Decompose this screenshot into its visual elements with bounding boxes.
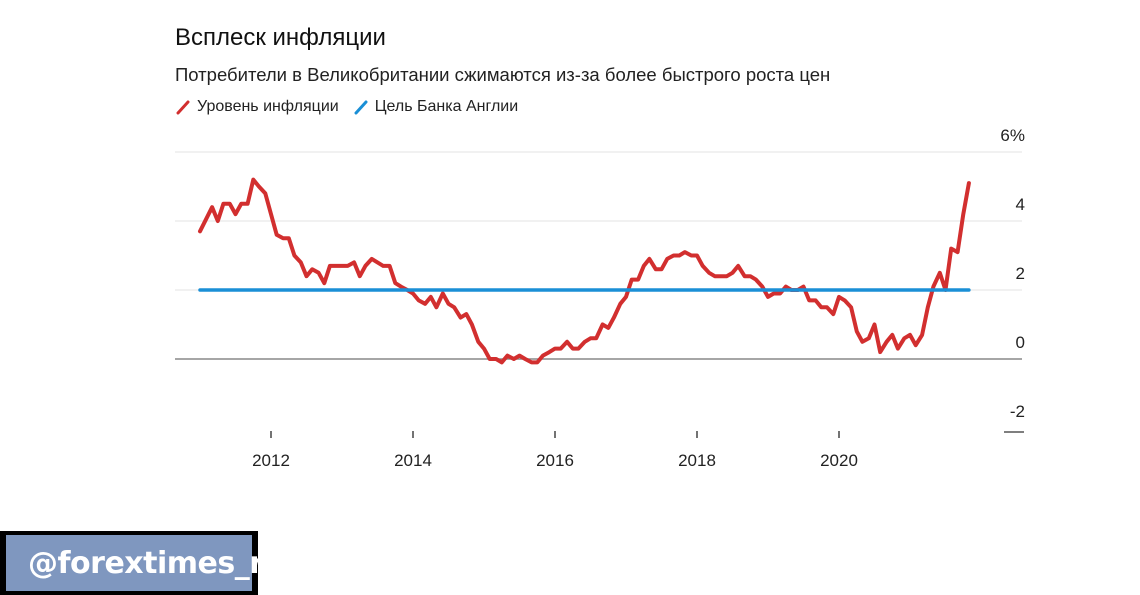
xtick-label: 2018: [678, 451, 716, 470]
ytick-label: -2: [1010, 402, 1025, 421]
xtick-label: 2014: [394, 451, 432, 470]
chart-title: Всплеск инфляции: [175, 24, 386, 51]
legend-item-inflation: Уровень инфляции: [175, 98, 339, 116]
ytick-label: 4: [1016, 195, 1025, 214]
watermark: @forextimes_ru: [0, 531, 285, 595]
legend: Уровень инфляции Цель Банка Англии: [175, 98, 532, 116]
chart-plot: -2 0 2 4 6% 2012 2014 2016 2018 2020: [175, 126, 1025, 470]
xtick-label: 2012: [252, 451, 290, 470]
legend-swatch-inflation: [176, 100, 190, 115]
legend-item-target: Цель Банка Англии: [353, 98, 518, 116]
legend-swatch-target: [354, 100, 368, 115]
legend-label-inflation: Уровень инфляции: [197, 98, 339, 115]
ytick-label: 2: [1016, 264, 1025, 283]
xtick-label: 2020: [820, 451, 858, 470]
xtick-label: 2016: [536, 451, 574, 470]
ytick-label: 0: [1016, 333, 1025, 352]
watermark-handle: @forextimes_ru: [28, 545, 285, 581]
chart-subtitle: Потребители в Великобритании сжимаются и…: [175, 64, 831, 85]
ytick-label: 6%: [1000, 126, 1025, 145]
series-line-inflation: [198, 177, 971, 365]
watermark-inner: @forextimes_ru: [6, 535, 285, 591]
legend-label-target: Цель Банка Англии: [374, 98, 519, 115]
